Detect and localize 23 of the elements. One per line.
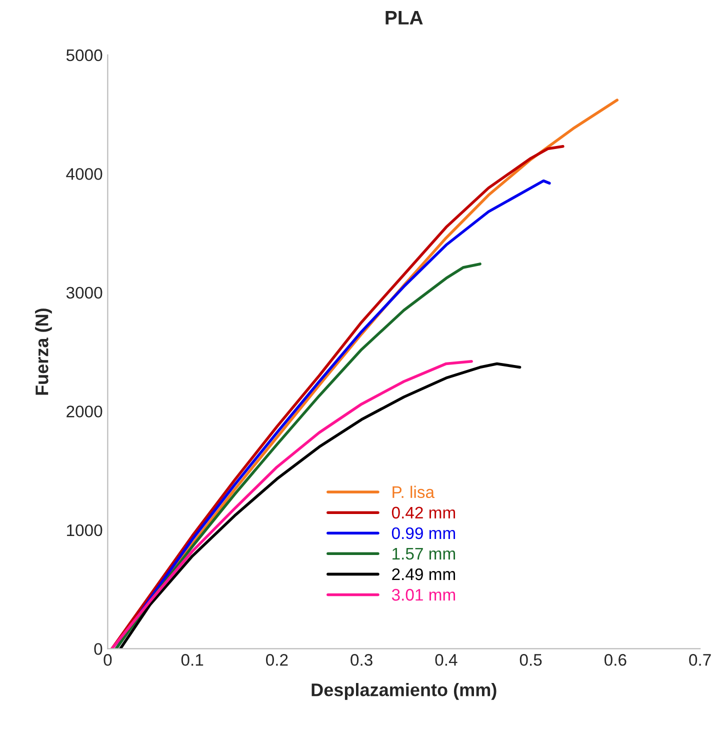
y-axis-title: Fuerza (N) xyxy=(35,308,52,395)
legend-label: 2.49 mm xyxy=(392,568,456,580)
x-tick-label: 0.7 xyxy=(689,654,711,666)
y-tick-label: 3000 xyxy=(66,286,102,299)
y-tick-label: 5000 xyxy=(66,49,102,62)
x-tick-label: 0.1 xyxy=(181,654,204,666)
x-tick-label: 0.5 xyxy=(520,654,542,666)
y-tick-label: 4000 xyxy=(66,168,102,180)
x-tick-label: 0.3 xyxy=(350,654,372,666)
chart-title: PLA xyxy=(386,11,423,24)
legend-label: 0.42 mm xyxy=(392,506,456,519)
legend-label: P. lisa xyxy=(392,486,435,498)
y-tick-label: 0 xyxy=(94,643,102,655)
x-tick-label: 0.6 xyxy=(604,654,626,666)
y-tick-label: 2000 xyxy=(66,406,102,418)
x-axis-title: Desplazamiento (mm) xyxy=(312,682,496,700)
legend-label: 1.57 mm xyxy=(392,548,456,560)
x-tick-label: 0.4 xyxy=(435,654,458,666)
x-tick-label: 0.2 xyxy=(266,654,288,666)
legend-label: 0.99 mm xyxy=(392,527,456,540)
x-tick-label: 0 xyxy=(104,654,112,666)
y-tick-label: 1000 xyxy=(67,524,102,536)
legend-label: 3.01 mm xyxy=(392,588,456,601)
